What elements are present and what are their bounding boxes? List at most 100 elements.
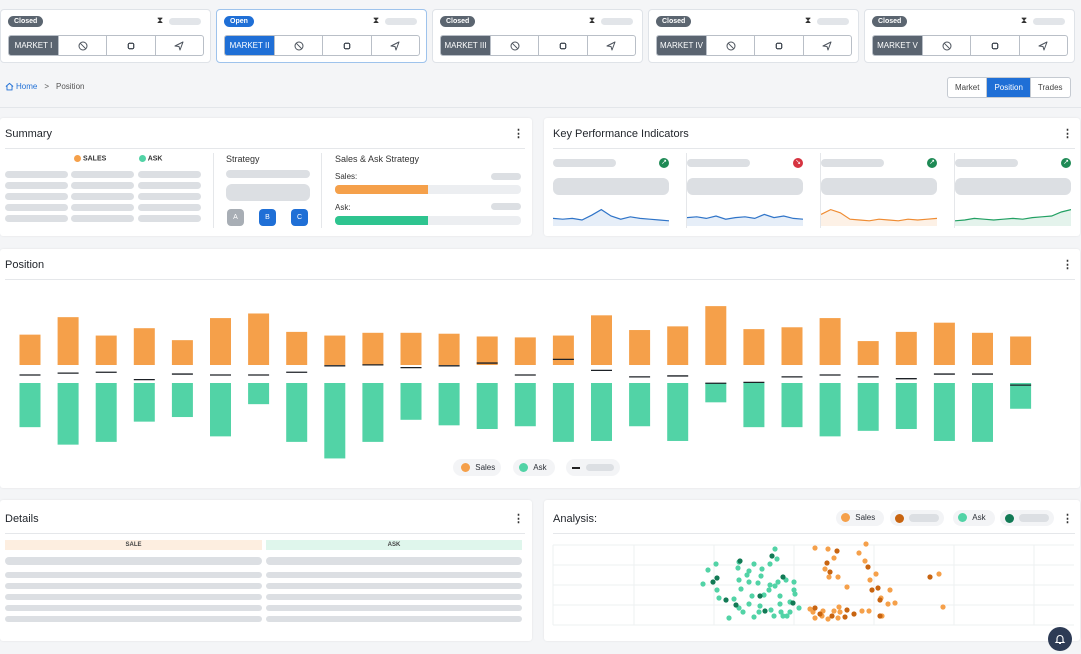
sales-bar[interactable] [19,334,41,365]
scatter-point[interactable] [856,550,862,556]
scatter-point[interactable] [829,613,835,619]
breadcrumb-home[interactable]: Home [5,82,37,91]
scatter-point[interactable] [736,577,742,583]
position-legend-line[interactable] [566,459,620,476]
chip-button[interactable] [538,36,586,55]
scatter-point[interactable] [784,613,790,619]
ask-bar[interactable] [171,383,193,418]
sales-bar[interactable] [362,332,384,365]
scatter-point[interactable] [738,586,744,592]
scatter-point[interactable] [851,611,857,617]
ask-bar[interactable] [57,383,79,445]
send-button[interactable] [370,36,419,55]
chip-button[interactable] [322,36,370,55]
scatter-point[interactable] [885,601,891,607]
scatter-point[interactable] [700,581,706,587]
scatter-point[interactable] [936,571,942,577]
kpi-menu-icon[interactable]: ⋮ [1062,128,1073,140]
ask-bar[interactable] [438,383,460,426]
ask-bar[interactable] [286,383,308,442]
scatter-point[interactable] [771,613,777,619]
ask-bar[interactable] [591,383,612,441]
sales-bar[interactable] [324,335,346,365]
chip-button[interactable] [754,36,802,55]
scatter-point[interactable] [740,609,746,615]
scatter-point[interactable] [761,592,767,598]
scatter-point[interactable] [812,615,818,621]
sales-bar[interactable] [210,318,231,365]
scatter-point[interactable] [759,566,765,572]
analysis-menu-icon[interactable]: ⋮ [1062,513,1073,525]
block-button[interactable] [274,36,322,55]
scatter-point[interactable] [774,556,780,562]
sales-bar[interactable] [857,341,879,365]
scatter-point[interactable] [710,579,716,585]
scatter-point[interactable] [726,615,732,621]
scatter-point[interactable] [863,541,869,547]
sales-bar[interactable] [133,328,155,365]
scatter-point[interactable] [757,603,763,609]
analysis-legend-sales-dark[interactable] [890,510,944,526]
send-button[interactable] [1018,36,1067,55]
scatter-point[interactable] [822,566,828,572]
tab-trades[interactable]: Trades [1029,78,1070,97]
scatter-point[interactable] [731,596,737,602]
scatter-point[interactable] [746,601,752,607]
scatter-point[interactable] [714,587,720,593]
ask-bar[interactable] [933,383,955,441]
scatter-point[interactable] [842,614,848,620]
scatter-point[interactable] [887,587,893,593]
sales-bar[interactable] [400,332,422,365]
ask-bar[interactable] [400,383,422,420]
sales-bar[interactable] [514,337,536,365]
analysis-legend-ask[interactable]: Ask [953,510,995,526]
scatter-point[interactable] [825,616,831,622]
scatter-point[interactable] [716,595,722,601]
ask-bar[interactable] [667,383,689,441]
scatter-point[interactable] [790,600,796,606]
ask-bar[interactable] [972,383,993,442]
scatter-point[interactable] [831,608,837,614]
scatter-point[interactable] [827,569,833,575]
scatter-point[interactable] [775,579,781,585]
scatter-point[interactable] [865,564,871,570]
sales-bar[interactable] [286,331,308,365]
market-name[interactable]: MARKET II [225,36,274,55]
ask-bar[interactable] [210,383,231,437]
sales-bar[interactable] [171,340,193,365]
sales-bar[interactable] [705,306,727,365]
scatter-point[interactable] [862,558,868,564]
scatter-point[interactable] [791,579,797,585]
scatter-point[interactable] [755,580,761,586]
chip-button[interactable] [970,36,1018,55]
ask-bar[interactable] [19,383,41,428]
scatter-point[interactable] [780,613,786,619]
sales-bar[interactable] [1010,336,1032,365]
sales-bar[interactable] [781,327,803,365]
ask-bar[interactable] [895,383,917,429]
scatter-point[interactable] [751,614,757,620]
scatter-point[interactable] [867,577,873,583]
sales-bar[interactable] [629,330,651,365]
send-button[interactable] [802,36,851,55]
scatter-point[interactable] [824,560,830,566]
send-button[interactable] [154,36,203,55]
market-name[interactable]: MARKET IV [657,36,706,55]
scatter-point[interactable] [723,597,729,603]
ask-bar[interactable] [819,383,841,437]
sales-bar[interactable] [667,326,689,365]
scatter-point[interactable] [769,553,775,559]
scatter-point[interactable] [835,574,841,580]
market-card[interactable]: Closed ⧗ MARKET III [432,9,643,63]
analysis-legend-ask-dark[interactable] [1000,510,1054,526]
tab-market[interactable]: Market [955,83,980,92]
scatter-point[interactable] [768,607,774,613]
scatter-point[interactable] [714,575,720,581]
sales-bar[interactable] [895,331,917,365]
block-button[interactable] [58,36,106,55]
scatter-point[interactable] [837,609,843,615]
ask-bar[interactable] [705,383,727,403]
scatter-point[interactable] [869,587,875,593]
strategy-button-a[interactable]: A [227,209,244,226]
ask-bar[interactable] [324,383,346,459]
